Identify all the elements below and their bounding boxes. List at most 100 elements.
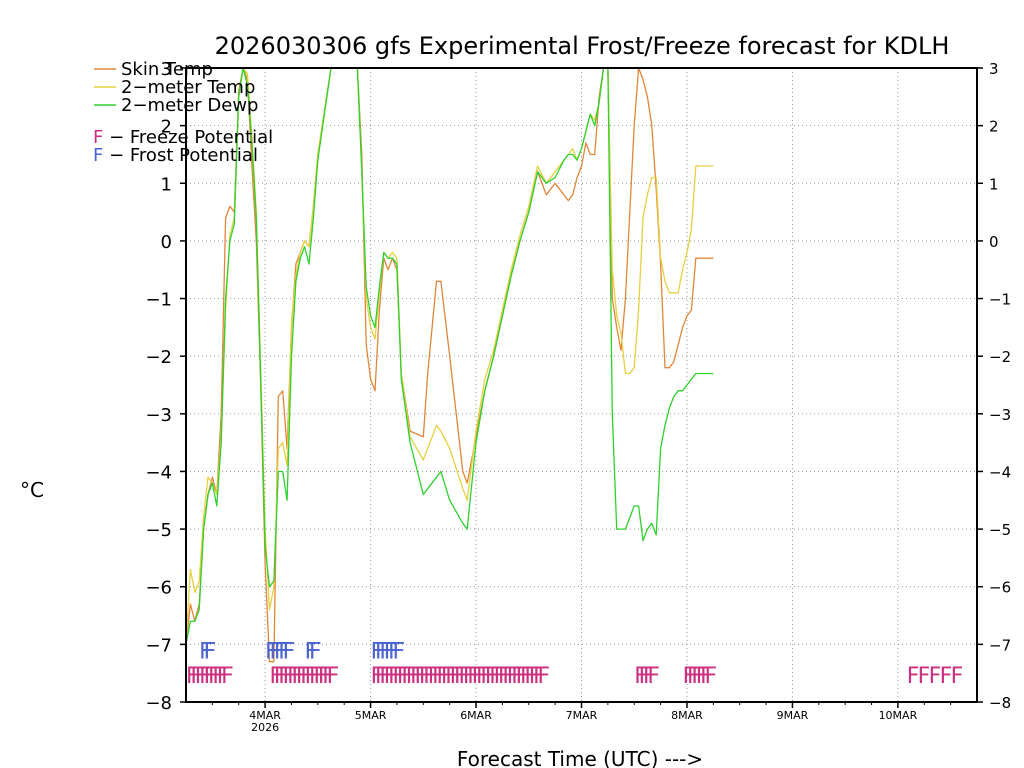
y-tick-label-left: 0: [161, 232, 172, 253]
frost-potential-flag: F: [265, 639, 278, 664]
frost-potential-flag: F: [375, 639, 388, 664]
freeze-potential-flag: F: [274, 664, 287, 689]
freeze-potential-flag: F: [918, 664, 931, 689]
freeze-potential-flag: F: [683, 664, 696, 689]
freeze-potential-flag: F: [529, 664, 542, 689]
freeze-potential-flag: F: [379, 664, 392, 689]
freeze-potential-flag: F: [397, 664, 410, 689]
frost-potential-flag: F: [305, 639, 318, 664]
freeze-potential-flag: F: [305, 664, 318, 689]
y-tick-label-right: 2: [989, 118, 999, 136]
frost-potential-flag: F: [371, 639, 384, 664]
freeze-potential-flag: F: [410, 664, 423, 689]
freeze-potential-flag: F: [940, 664, 953, 689]
freeze-potential-flag: F: [533, 664, 546, 689]
frost-potential-flag: F: [269, 639, 282, 664]
freeze-potential-flag: F: [696, 664, 709, 689]
y-tick-label-right: 0: [989, 233, 999, 251]
series-lines: [186, 68, 714, 663]
freeze-potential-flag: F: [415, 664, 428, 689]
freeze-potential-flag: F: [907, 664, 920, 689]
freeze-potential-flag: F: [283, 664, 296, 689]
freeze-potential-flag: F: [634, 664, 647, 689]
y-tick-label-left: 3: [161, 59, 172, 80]
freeze-potential-flag: F: [691, 664, 704, 689]
y-tick-label-left: −6: [145, 578, 172, 599]
freeze-potential-flag: F: [423, 664, 436, 689]
frost-potential-flag: F: [384, 639, 397, 664]
legend-label: 2−meter Temp: [121, 77, 255, 98]
freeze-potential-flag: F: [212, 664, 225, 689]
frost-potential-flag: F: [204, 639, 217, 664]
y-tick-label-right: −7: [989, 636, 1011, 654]
freeze-potential-flag: F: [309, 664, 322, 689]
freeze-potential-flag: F: [278, 664, 291, 689]
freeze-potential-flag: F: [221, 664, 234, 689]
freeze-potential-flag: F: [467, 664, 480, 689]
freeze-potential-flag: F: [494, 664, 507, 689]
frost-potential-flag: F: [393, 639, 406, 664]
x-tick-label: 8MAR: [671, 709, 703, 722]
freeze-potential-flag: F: [287, 664, 300, 689]
freeze-potential-flag: F: [485, 664, 498, 689]
freeze-potential-flag: F: [208, 664, 221, 689]
freeze-potential-flag: F: [516, 664, 529, 689]
series-line-2-meter-dewp: [186, 68, 714, 645]
freeze-potential-flag: F: [195, 664, 208, 689]
x-tick-label: 10MAR: [879, 709, 918, 722]
y-tick-label-left: −3: [145, 405, 172, 426]
freeze-potential-flag: F: [432, 664, 445, 689]
freeze-potential-flag: F: [419, 664, 432, 689]
legend-flag-label: F − Frost Potential: [93, 145, 258, 166]
y-tick-label-right: −8: [989, 694, 1011, 712]
freeze-potential-flag: F: [687, 664, 700, 689]
freeze-potential-flag: F: [313, 664, 326, 689]
frost-potential-flag: F: [388, 639, 401, 664]
y-tick-label-right: −1: [989, 291, 1011, 309]
x-tick-label: 9MAR: [777, 709, 809, 722]
freeze-potential-flag: F: [204, 664, 217, 689]
y-tick-label-left: −4: [145, 462, 172, 483]
y-tick-label-left: −1: [145, 290, 172, 311]
freeze-potential-flag: F: [524, 664, 537, 689]
freeze-potential-flag: F: [375, 664, 388, 689]
y-tick-label-left: 2: [161, 117, 172, 138]
freeze-potential-flag: F: [401, 664, 414, 689]
freeze-potential-flag: F: [951, 664, 964, 689]
freeze-potential-flag: F: [300, 664, 313, 689]
grid-lines: [186, 68, 977, 702]
freeze-potential-flag: F: [643, 664, 656, 689]
axes: −8 −8 −7 −7 −6 −6 −5 −5 −4 −4 −3 −3 −2 −2 −1 −1 0 0 1 1 2 2 3 3…: [145, 59, 1011, 734]
freeze-potential-flag: F: [327, 664, 340, 689]
y-tick-label-left: −5: [145, 520, 172, 541]
frost-potential-flag: F: [379, 639, 392, 664]
x-tick-label: 4MAR: [249, 709, 281, 722]
freeze-potential-flag: F: [450, 664, 463, 689]
freeze-potential-flag: F: [384, 664, 397, 689]
y-tick-label-right: −3: [989, 406, 1011, 424]
legend-flag-label: F − Freeze Potential: [93, 127, 273, 148]
y-tick-label-right: 3: [989, 60, 999, 78]
freeze-potential-flag: F: [190, 664, 203, 689]
freeze-potential-flag: F: [476, 664, 489, 689]
freeze-potential-flag: F: [454, 664, 467, 689]
y-tick-label-left: 1: [161, 174, 172, 195]
freeze-potential-flag: F: [371, 664, 384, 689]
frost-potential-flag: F: [199, 639, 212, 664]
x-tick-label: 7MAR: [566, 709, 598, 722]
y-tick-label-left: −8: [145, 693, 172, 714]
freeze-potential-flag: F: [705, 664, 718, 689]
legend-label: 2−meter Dewp: [121, 95, 258, 116]
y-tick-label-left: −2: [145, 347, 172, 368]
frost-potential-flag: F: [274, 639, 287, 664]
frost-potential-flag: F: [278, 639, 291, 664]
freeze-potential-flag: F: [463, 664, 476, 689]
freeze-potential-flag: F: [441, 664, 454, 689]
freeze-potential-flag: F: [520, 664, 533, 689]
freeze-potential-flag: F: [217, 664, 230, 689]
freeze-potential-flag: F: [480, 664, 493, 689]
freeze-potential-flag: F: [489, 664, 502, 689]
freeze-potential-flag: F: [269, 664, 282, 689]
freeze-potential-flag: F: [393, 664, 406, 689]
